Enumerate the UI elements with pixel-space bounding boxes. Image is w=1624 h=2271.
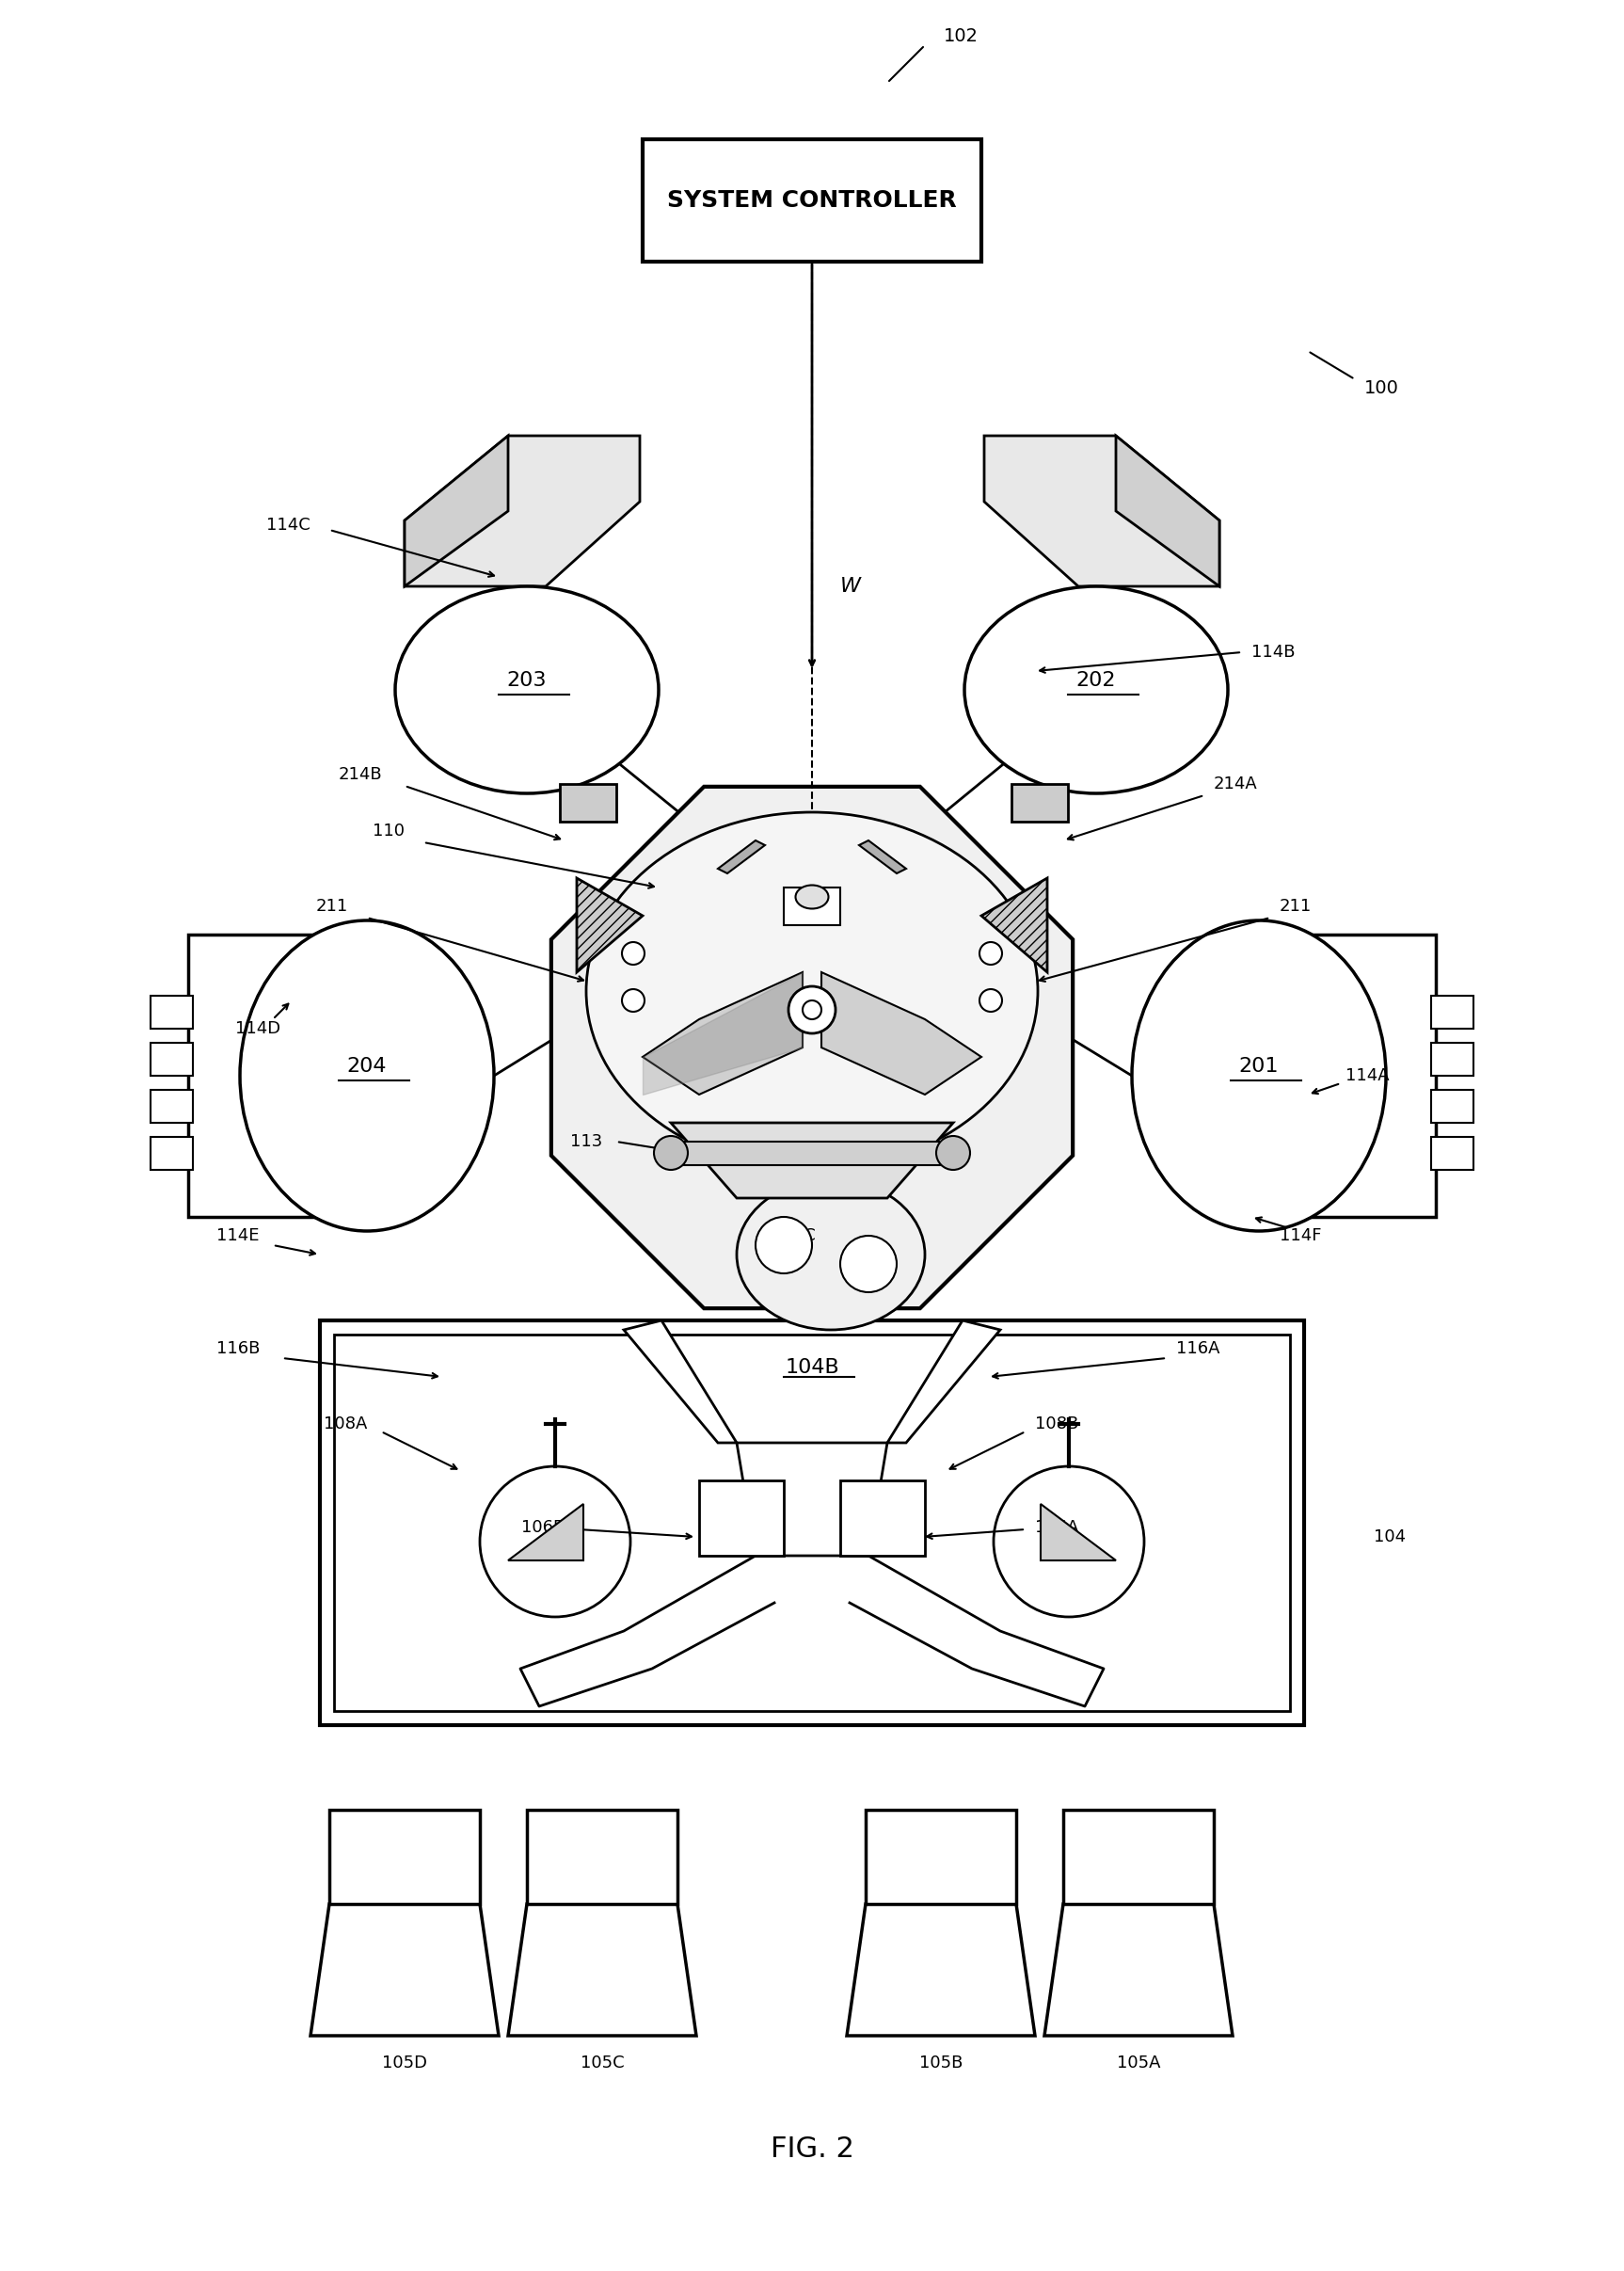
Text: 105A: 105A bbox=[1117, 2055, 1161, 2071]
FancyBboxPatch shape bbox=[1220, 936, 1436, 1217]
Bar bbox=[320, 1319, 1304, 1726]
Bar bbox=[784, 888, 840, 924]
Bar bbox=[840, 1481, 926, 1556]
Text: 114C: 114C bbox=[266, 518, 310, 534]
Text: 114A: 114A bbox=[1346, 1067, 1390, 1083]
Bar bbox=[1012, 783, 1069, 822]
Circle shape bbox=[935, 1136, 970, 1170]
Text: 100: 100 bbox=[1364, 379, 1398, 397]
Bar bbox=[1431, 995, 1473, 1029]
Polygon shape bbox=[718, 840, 765, 874]
Text: 202: 202 bbox=[1077, 670, 1116, 690]
Circle shape bbox=[802, 1002, 822, 1020]
Polygon shape bbox=[1044, 1903, 1233, 2035]
Text: 110: 110 bbox=[372, 822, 404, 840]
Text: 214B: 214B bbox=[339, 765, 383, 783]
Circle shape bbox=[994, 1467, 1145, 1617]
Bar bbox=[335, 1335, 1289, 1710]
Text: 108B: 108B bbox=[1034, 1415, 1078, 1433]
Polygon shape bbox=[887, 1319, 1000, 1442]
Polygon shape bbox=[859, 840, 906, 874]
Ellipse shape bbox=[1132, 920, 1385, 1231]
Bar bbox=[1431, 1090, 1473, 1122]
Ellipse shape bbox=[737, 1179, 926, 1331]
Ellipse shape bbox=[586, 813, 1038, 1170]
Bar bbox=[643, 139, 981, 261]
Bar bbox=[1431, 1138, 1473, 1170]
Polygon shape bbox=[737, 1442, 887, 1556]
Text: 113A: 113A bbox=[893, 1142, 937, 1160]
Text: 201: 201 bbox=[1239, 1056, 1280, 1076]
Text: 106B: 106B bbox=[521, 1519, 565, 1535]
Circle shape bbox=[979, 990, 1002, 1013]
Text: 203: 203 bbox=[507, 670, 547, 690]
Text: 114B: 114B bbox=[1252, 643, 1296, 661]
Polygon shape bbox=[984, 436, 1220, 586]
Text: 108A: 108A bbox=[323, 1415, 367, 1433]
Circle shape bbox=[622, 990, 645, 1013]
Circle shape bbox=[789, 986, 835, 1033]
Polygon shape bbox=[508, 1503, 583, 1560]
Text: 105C: 105C bbox=[580, 2055, 624, 2071]
Polygon shape bbox=[822, 972, 981, 1095]
Text: 211: 211 bbox=[317, 897, 348, 915]
Text: 113: 113 bbox=[570, 1133, 603, 1149]
Text: 114D: 114D bbox=[235, 1020, 281, 1038]
FancyBboxPatch shape bbox=[188, 936, 404, 1217]
Polygon shape bbox=[551, 786, 1073, 1308]
Text: 102: 102 bbox=[944, 27, 979, 45]
Polygon shape bbox=[1116, 436, 1220, 586]
Bar bbox=[151, 995, 193, 1029]
Text: FIG. 2: FIG. 2 bbox=[770, 2135, 854, 2162]
Polygon shape bbox=[1041, 1503, 1116, 1560]
Bar bbox=[698, 1481, 784, 1556]
Text: 114E: 114E bbox=[216, 1226, 260, 1245]
Text: 105D: 105D bbox=[382, 2055, 427, 2071]
Polygon shape bbox=[577, 879, 643, 972]
Polygon shape bbox=[404, 436, 640, 586]
Text: 104: 104 bbox=[1374, 1528, 1406, 1544]
Bar bbox=[526, 1810, 677, 1903]
Bar bbox=[1064, 1810, 1213, 1903]
Text: 105B: 105B bbox=[919, 2055, 963, 2071]
Ellipse shape bbox=[965, 586, 1228, 793]
Polygon shape bbox=[310, 1903, 499, 2035]
Text: 204: 204 bbox=[348, 1056, 387, 1076]
Text: 211: 211 bbox=[1280, 897, 1312, 915]
Circle shape bbox=[755, 1217, 812, 1274]
Ellipse shape bbox=[240, 920, 494, 1231]
Text: W: W bbox=[840, 577, 861, 595]
Polygon shape bbox=[643, 972, 802, 1095]
Bar bbox=[151, 1090, 193, 1122]
Polygon shape bbox=[981, 879, 1047, 972]
Ellipse shape bbox=[395, 586, 659, 793]
Text: 113C: 113C bbox=[771, 1226, 815, 1245]
Bar bbox=[560, 783, 615, 822]
Polygon shape bbox=[846, 1903, 1034, 2035]
Circle shape bbox=[979, 942, 1002, 965]
Polygon shape bbox=[671, 1122, 953, 1199]
Circle shape bbox=[654, 1136, 689, 1170]
Text: 114F: 114F bbox=[1280, 1226, 1322, 1245]
Text: 104B: 104B bbox=[784, 1358, 840, 1376]
Bar bbox=[661, 1142, 963, 1165]
Ellipse shape bbox=[796, 886, 828, 908]
Bar bbox=[151, 1042, 193, 1076]
Text: 106A: 106A bbox=[1034, 1519, 1078, 1535]
Bar bbox=[1431, 1042, 1473, 1076]
Polygon shape bbox=[404, 436, 508, 586]
Text: 214A: 214A bbox=[1213, 774, 1257, 793]
Text: 116B: 116B bbox=[216, 1340, 260, 1358]
Bar bbox=[330, 1810, 479, 1903]
Circle shape bbox=[479, 1467, 630, 1617]
Bar bbox=[151, 1138, 193, 1170]
Polygon shape bbox=[624, 1319, 737, 1442]
Polygon shape bbox=[508, 1903, 697, 2035]
Circle shape bbox=[622, 942, 645, 965]
Bar bbox=[866, 1810, 1017, 1903]
Text: SYSTEM CONTROLLER: SYSTEM CONTROLLER bbox=[667, 188, 957, 211]
Text: 116A: 116A bbox=[1176, 1340, 1220, 1358]
Circle shape bbox=[840, 1235, 896, 1292]
